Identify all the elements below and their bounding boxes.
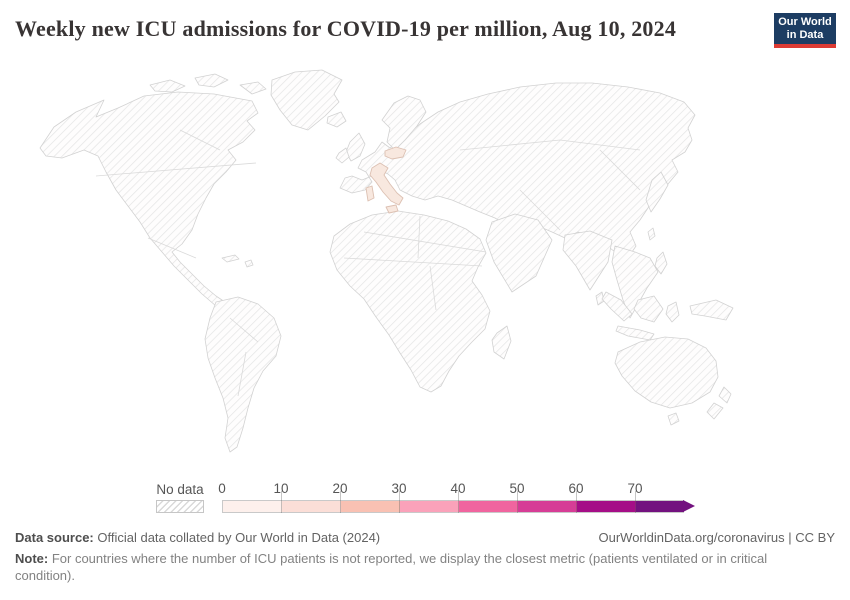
landmass-arctic-islands[interactable] <box>149 79 186 93</box>
note-label: Note: <box>15 551 49 566</box>
landmass-arctic-islands[interactable] <box>239 81 267 95</box>
note-text: For countries where the number of ICU pa… <box>15 551 768 583</box>
legend-band-10-20[interactable] <box>282 501 341 512</box>
landmass-iceland[interactable] <box>326 111 347 128</box>
landmass-cuba[interactable] <box>221 254 240 263</box>
owid-logo[interactable]: Our World in Data <box>774 13 836 48</box>
country-borders <box>179 129 221 151</box>
data-source-line: Data source: Official data collated by O… <box>15 530 380 545</box>
landmass-africa[interactable] <box>329 210 491 393</box>
landmass-new-zealand[interactable] <box>718 386 732 404</box>
data-source-label: Data source: <box>15 530 94 545</box>
chart-footer: Data source: Official data collated by O… <box>15 530 835 584</box>
landmass-tasmania[interactable] <box>667 412 680 426</box>
country-borders <box>459 139 641 231</box>
legend-tick-line <box>517 491 518 513</box>
license-link[interactable]: OurWorldinData.org/coronavirus | CC BY <box>598 530 835 545</box>
country-borders <box>95 162 257 177</box>
landmass-japan[interactable] <box>645 171 669 213</box>
landmass-hispaniola[interactable] <box>244 259 254 268</box>
owid-logo-line1: Our World <box>778 16 832 28</box>
legend-tick-line <box>399 491 400 513</box>
country-czechia[interactable] <box>384 146 407 160</box>
landmass-java[interactable] <box>615 325 655 341</box>
country-italy-sicily[interactable] <box>385 204 399 214</box>
legend-tick-line <box>281 491 282 513</box>
legend-band-40-50[interactable] <box>459 501 518 512</box>
legend-tick-label: 40 <box>450 481 466 496</box>
country-italy[interactable] <box>369 162 404 206</box>
landmass-taiwan[interactable] <box>647 227 656 241</box>
legend-colorbar: 0 10 20 30 40 50 60 70 <box>218 478 712 518</box>
landmass-ireland[interactable] <box>335 147 350 164</box>
landmass-greenland[interactable] <box>270 69 343 131</box>
map-legend: No data 0 10 20 30 40 50 60 70 <box>0 478 850 520</box>
world-map <box>39 69 734 453</box>
legend-no-data-swatch[interactable] <box>156 500 204 513</box>
owid-logo-line2: in Data <box>786 28 824 41</box>
landmass-scandinavia[interactable] <box>381 95 427 151</box>
landmass-borneo[interactable] <box>633 295 664 323</box>
landmass-sumatra[interactable] <box>601 291 633 322</box>
legend-tick-label: 50 <box>509 481 525 496</box>
legend-tick-label: 60 <box>568 481 584 496</box>
landmass-new-guinea[interactable] <box>689 299 734 321</box>
legend-no-data-label: No data <box>156 482 204 497</box>
legend-tick-label: 0 <box>218 481 226 496</box>
landmass-madagascar[interactable] <box>491 325 512 360</box>
legend-color-bands <box>222 500 684 513</box>
legend-tick-label: 20 <box>332 481 348 496</box>
legend-tick-label: 70 <box>627 481 643 496</box>
legend-band-50-60[interactable] <box>518 501 577 512</box>
landmass-arabia[interactable] <box>485 213 553 293</box>
landmass-india[interactable] <box>562 230 613 291</box>
country-borders <box>417 215 437 311</box>
legend-tick-line <box>458 491 459 513</box>
legend-tick-label: 30 <box>391 481 407 496</box>
legend-tick-label: 10 <box>273 481 289 496</box>
country-borders <box>229 317 259 397</box>
landmass-south-america[interactable] <box>204 296 282 453</box>
legend-tick-line <box>576 491 577 513</box>
legend-band-30-40[interactable] <box>400 501 459 512</box>
country-borders <box>147 237 197 259</box>
landmass-arctic-islands[interactable] <box>194 73 229 88</box>
legend-band-20-30[interactable] <box>341 501 400 512</box>
legend-arrowhead-icon <box>683 500 695 512</box>
page-title: Weekly new ICU admissions for COVID-19 p… <box>15 16 677 41</box>
landmass-sulawesi[interactable] <box>665 301 680 323</box>
legend-band-0-10[interactable] <box>223 501 282 512</box>
country-borders <box>343 257 483 267</box>
data-source-text: Official data collated by Our World in D… <box>93 530 381 545</box>
landmass-north-america[interactable] <box>39 91 259 315</box>
legend-tick-line <box>340 491 341 513</box>
landmass-australia[interactable] <box>614 336 719 409</box>
country-borders <box>363 231 487 253</box>
legend-tick-line <box>635 491 636 513</box>
landmass-philippines[interactable] <box>654 251 668 275</box>
landmass-new-zealand[interactable] <box>706 402 724 420</box>
legend-band-60-70[interactable] <box>577 501 636 512</box>
country-italy-sardinia[interactable] <box>365 185 375 202</box>
legend-band-70+[interactable] <box>636 501 684 512</box>
